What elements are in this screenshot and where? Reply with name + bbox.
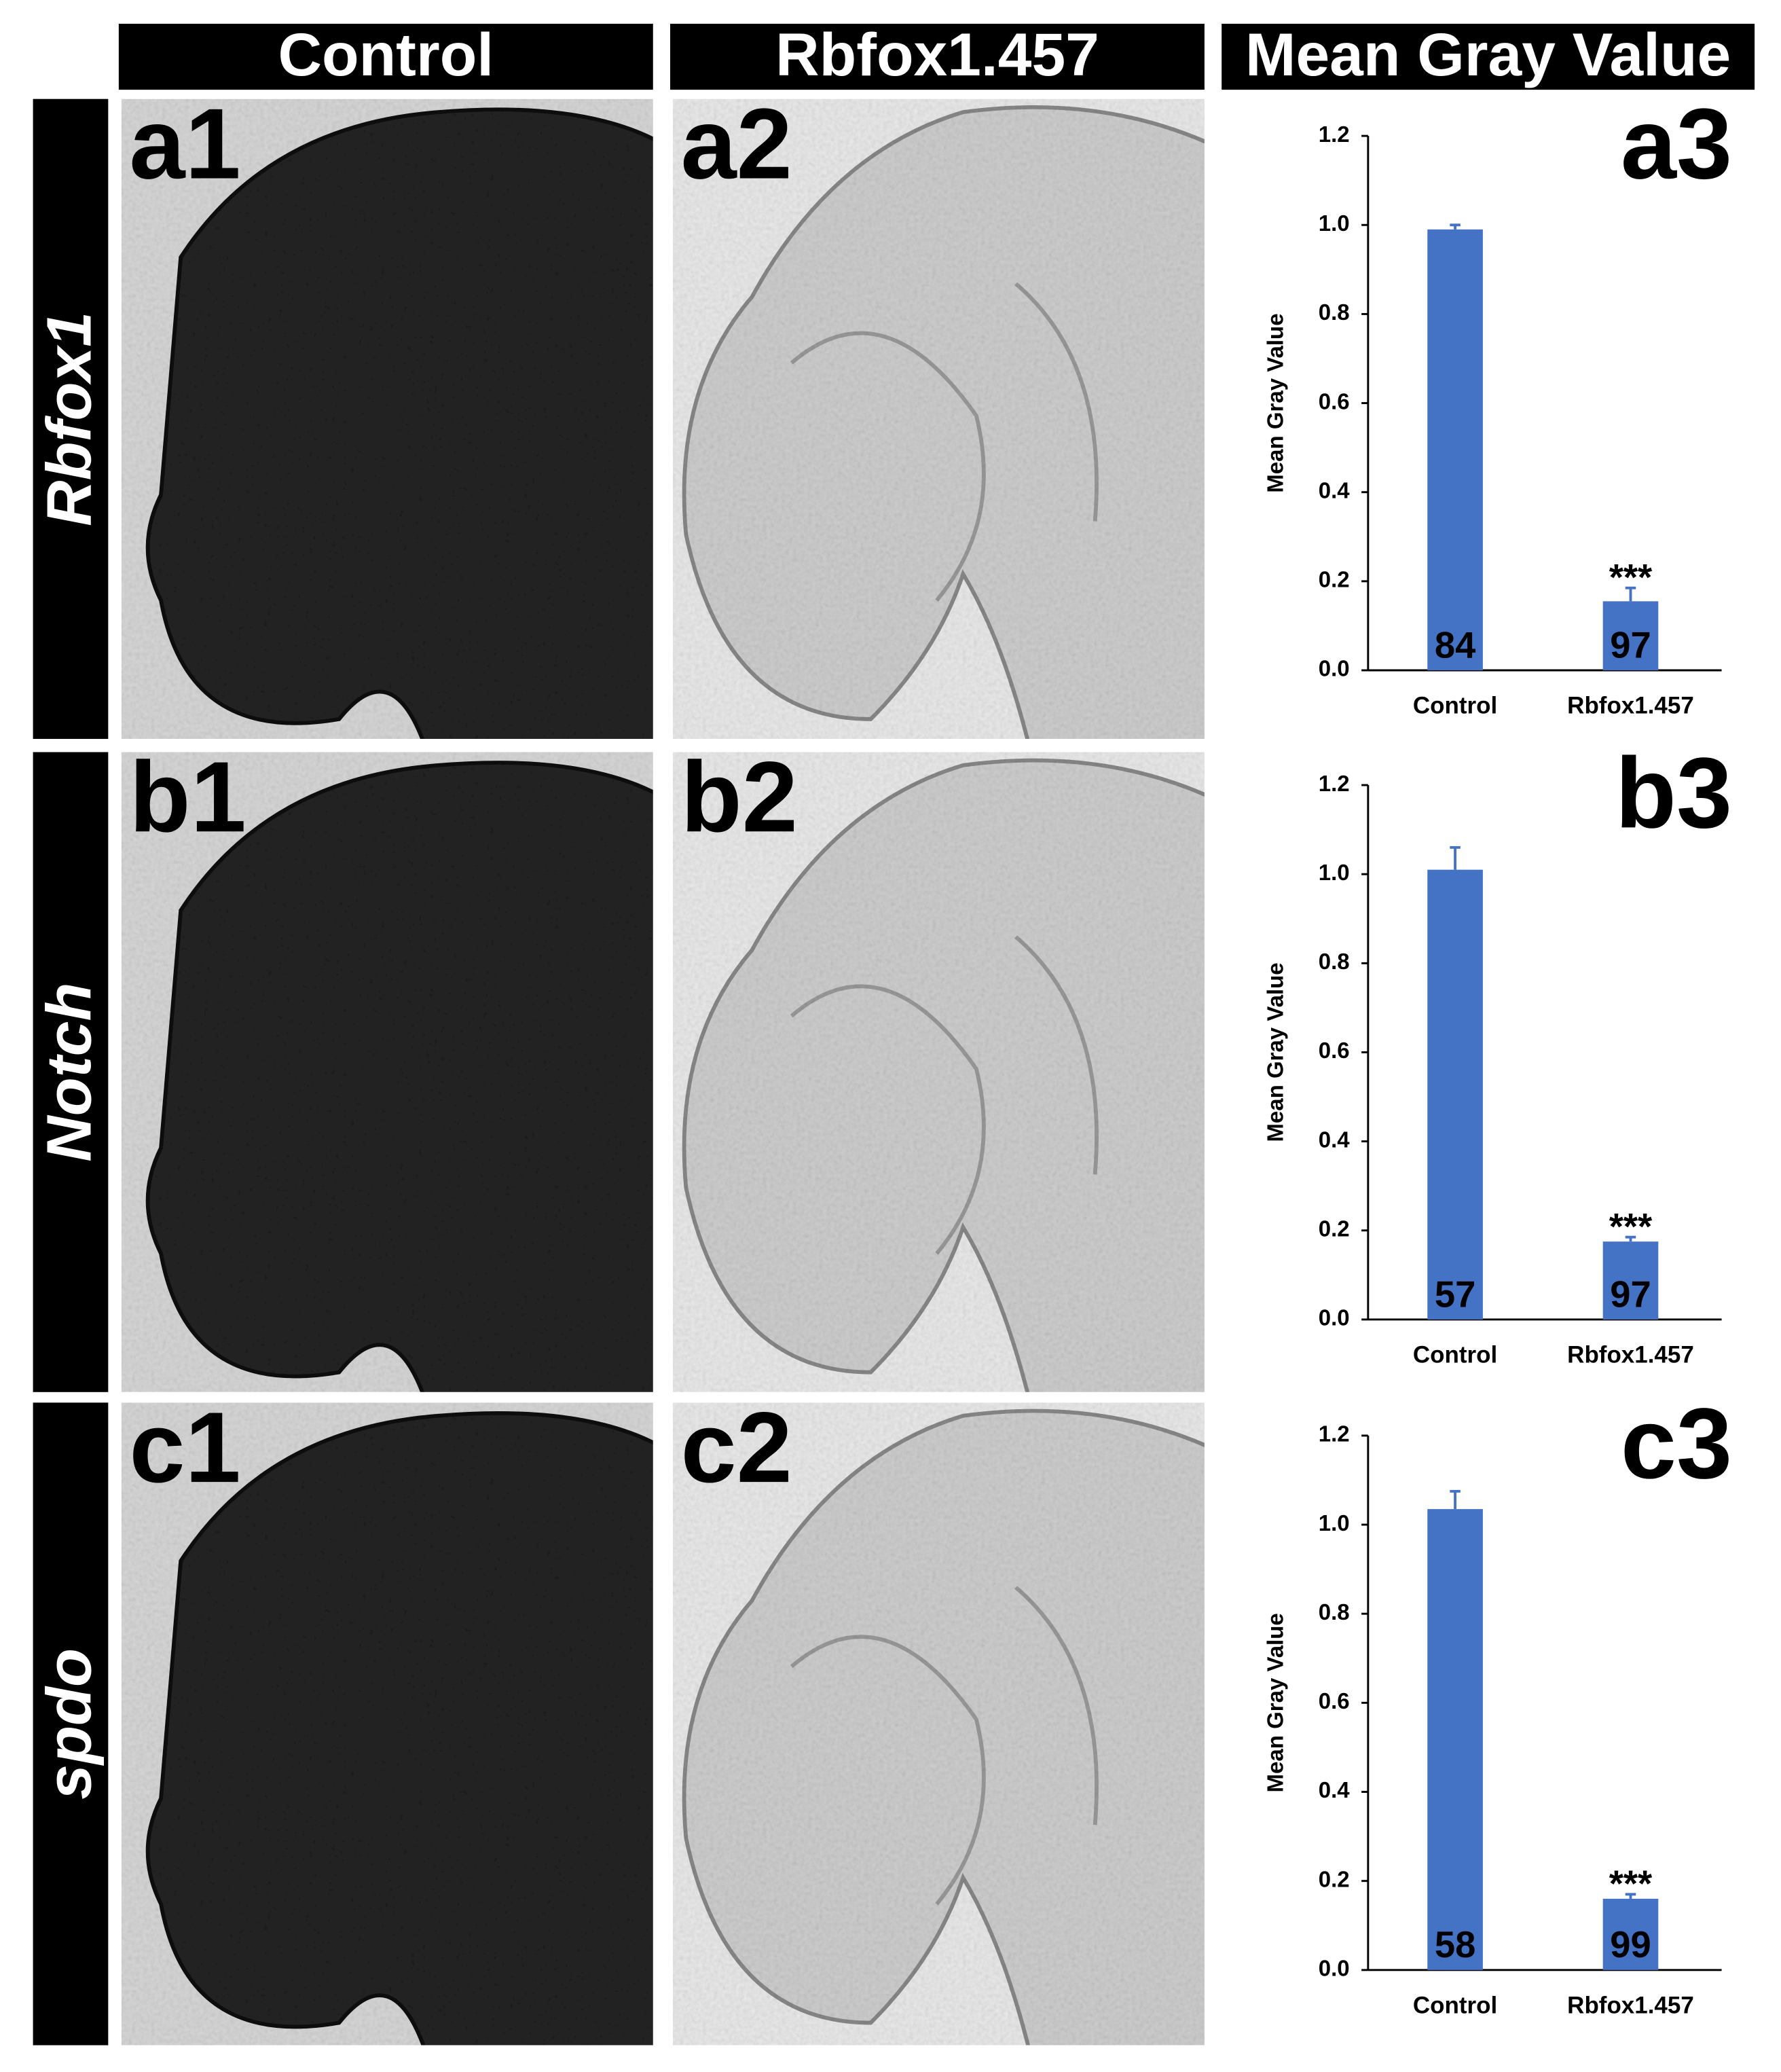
panel-label: c2: [681, 1392, 792, 1504]
row-label: Notch: [33, 983, 104, 1162]
column-header-bar: [1222, 23, 1755, 90]
sample-size: 99: [1610, 1924, 1651, 1965]
tissue: [682, 758, 1205, 1392]
bar: [1602, 1898, 1659, 1970]
x-tick-label: Rbfox1.457: [1567, 1342, 1694, 1368]
y-tick-label: 0.4: [1319, 477, 1351, 503]
panel-label: a3: [1621, 88, 1732, 200]
y-tick-label: 0.4: [1319, 1127, 1351, 1152]
y-tick-label: 0.2: [1319, 1866, 1350, 1891]
panel-label: b3: [1615, 737, 1732, 849]
bar: [1602, 601, 1659, 671]
y-tick-label: 0.0: [1319, 1956, 1350, 1981]
sample-size: 97: [1610, 1273, 1651, 1315]
column-header: Mean Gray Value: [1245, 20, 1731, 88]
panel-label: a1: [129, 88, 240, 200]
y-tick-label: 1.2: [1319, 122, 1350, 147]
row-label-bar: [33, 98, 109, 740]
row-label-bar: [33, 752, 109, 1392]
panel-label: a2: [681, 88, 792, 200]
micrograph: [672, 1402, 1205, 2046]
x-tick-label: Rbfox1.457: [1567, 1992, 1694, 2018]
tissue-fold: [790, 1586, 1099, 1906]
y-tick-label: 0.0: [1319, 1305, 1350, 1330]
panel-label: b1: [129, 741, 246, 853]
column-header-bar: [118, 23, 653, 90]
micrograph: [121, 98, 653, 740]
micrograph: [121, 752, 653, 1392]
tissue-fold: [790, 935, 1099, 1255]
row-label: Rbfox1: [33, 312, 104, 526]
panel-label: c3: [1621, 1387, 1732, 1500]
tissue: [145, 107, 653, 740]
x-tick-label: Control: [1413, 1342, 1497, 1368]
column-header: Control: [278, 20, 494, 88]
significance: ***: [1609, 556, 1653, 598]
y-tick-label: 0.2: [1319, 1216, 1350, 1241]
panel-label: c1: [129, 1392, 240, 1504]
micrograph-content: [121, 98, 653, 740]
panel-label: b2: [681, 741, 798, 853]
micrograph: [672, 98, 1205, 740]
y-tick-label: 0.0: [1319, 656, 1350, 681]
y-tick-label: 0.6: [1319, 388, 1350, 414]
bar: [1427, 869, 1483, 1320]
y-tick-label: 1.0: [1319, 860, 1350, 885]
row-label: spdo: [33, 1648, 104, 1800]
y-tick-label: 1.0: [1319, 211, 1350, 236]
tissue: [145, 761, 653, 1392]
micrograph-content: [672, 98, 1205, 740]
tissue-fold: [790, 282, 1099, 602]
y-tick-label: 0.8: [1319, 299, 1350, 325]
significance: ***: [1609, 1863, 1653, 1904]
y-tick-label: 1.2: [1319, 771, 1350, 796]
micrograph: [672, 752, 1205, 1392]
y-axis-label: Mean Gray Value: [1263, 962, 1288, 1142]
y-tick-label: 0.8: [1319, 949, 1350, 974]
x-tick-label: Rbfox1.457: [1567, 693, 1694, 719]
column-header: Rbfox1.457: [775, 20, 1099, 88]
y-tick-label: 0.4: [1319, 1777, 1351, 1802]
y-tick-label: 0.6: [1319, 1038, 1350, 1063]
sample-size: 58: [1435, 1924, 1475, 1965]
y-axis-label: Mean Gray Value: [1263, 1613, 1288, 1792]
micrograph-content: [672, 752, 1205, 1392]
sample-size: 97: [1610, 624, 1651, 666]
y-axis-label: Mean Gray Value: [1263, 313, 1288, 492]
sample-size: 57: [1435, 1273, 1475, 1315]
y-tick-label: 0.8: [1319, 1599, 1350, 1624]
bar: [1427, 1509, 1483, 1970]
tissue: [145, 1411, 653, 2046]
significance: ***: [1609, 1205, 1653, 1247]
row-label-bar: [33, 1402, 109, 2046]
tissue: [682, 105, 1205, 740]
micrograph-content: [121, 1402, 653, 2046]
micrograph-content: [121, 752, 653, 1392]
micrograph: [121, 1402, 653, 2046]
micrograph-content: [672, 1402, 1205, 2046]
x-tick-label: Control: [1413, 693, 1497, 719]
y-tick-label: 0.6: [1319, 1688, 1350, 1713]
y-tick-label: 1.2: [1319, 1421, 1350, 1447]
y-tick-label: 1.0: [1319, 1510, 1350, 1535]
y-tick-label: 0.2: [1319, 567, 1350, 592]
column-header-bar: [670, 23, 1205, 90]
x-tick-label: Control: [1413, 1992, 1497, 2018]
bar: [1427, 229, 1483, 671]
sample-size: 84: [1435, 624, 1475, 666]
tissue: [682, 1408, 1205, 2046]
bar: [1602, 1241, 1659, 1320]
